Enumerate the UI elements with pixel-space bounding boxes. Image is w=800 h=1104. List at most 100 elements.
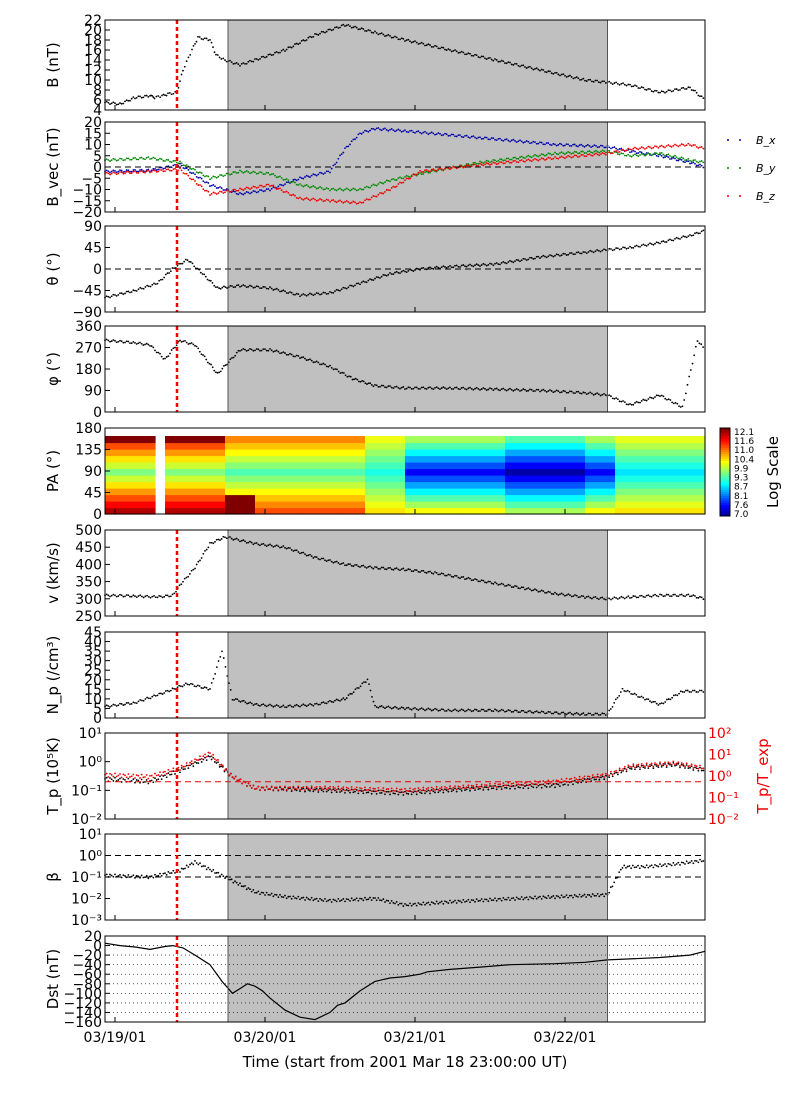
data-point xyxy=(489,709,491,711)
data-point xyxy=(214,758,216,760)
heatmap-cell xyxy=(325,482,336,489)
data-point xyxy=(312,557,314,559)
heatmap-cell xyxy=(115,501,126,508)
data-point xyxy=(138,288,140,290)
data-point xyxy=(664,156,666,158)
data-point xyxy=(702,167,704,169)
data-point xyxy=(659,145,661,147)
data-point xyxy=(121,103,123,105)
data-point xyxy=(647,867,649,869)
heatmap-cell xyxy=(405,475,416,482)
data-point xyxy=(529,588,531,590)
data-point xyxy=(506,899,508,901)
data-point xyxy=(262,286,264,288)
data-point xyxy=(554,897,556,899)
data-point xyxy=(222,764,224,766)
data-point xyxy=(494,783,496,785)
data-point xyxy=(542,895,544,897)
data-point xyxy=(601,394,603,396)
data-point xyxy=(586,252,588,254)
data-point xyxy=(598,895,600,897)
data-point xyxy=(451,790,453,792)
data-point xyxy=(462,787,464,789)
data-point xyxy=(173,592,175,594)
data-point xyxy=(131,171,133,173)
data-point xyxy=(672,760,674,762)
heatmap-cell xyxy=(185,475,196,482)
data-point xyxy=(432,788,434,790)
data-point xyxy=(486,160,488,162)
data-point xyxy=(591,714,593,716)
data-point xyxy=(356,283,358,285)
data-point xyxy=(194,685,196,687)
data-point xyxy=(464,53,466,55)
data-point xyxy=(294,179,296,181)
heatmap-cell xyxy=(365,456,376,463)
data-point xyxy=(654,90,656,92)
data-point xyxy=(517,161,519,163)
heatmap-cell xyxy=(675,469,686,476)
data-point xyxy=(501,788,503,790)
data-point xyxy=(168,272,170,274)
data-point xyxy=(481,579,483,581)
data-point xyxy=(352,565,354,567)
data-point xyxy=(284,50,286,52)
data-point xyxy=(161,158,163,160)
heatmap-cell xyxy=(375,501,386,508)
heatmap-cell xyxy=(495,462,506,469)
data-point xyxy=(454,708,456,710)
data-point xyxy=(552,593,554,595)
data-point xyxy=(592,145,594,147)
data-point xyxy=(447,167,449,169)
data-point xyxy=(471,388,473,390)
data-point xyxy=(352,188,354,190)
data-point xyxy=(282,179,284,181)
data-point xyxy=(559,152,561,154)
data-point xyxy=(586,714,588,716)
data-point xyxy=(700,343,702,345)
data-point xyxy=(316,360,318,362)
data-point xyxy=(279,188,281,190)
heatmap-cell xyxy=(485,462,496,469)
heatmap-cell xyxy=(475,495,486,502)
data-point xyxy=(237,193,239,195)
data-point xyxy=(605,599,607,601)
data-point xyxy=(324,559,326,561)
data-point xyxy=(699,690,701,692)
data-point xyxy=(336,699,338,701)
data-point xyxy=(271,705,273,707)
y-tick-label: 300 xyxy=(75,592,102,608)
data-point xyxy=(429,132,431,134)
data-point xyxy=(217,187,219,189)
data-point xyxy=(517,65,519,67)
data-point xyxy=(646,864,648,866)
heatmap-cell xyxy=(385,456,396,463)
data-point xyxy=(649,242,651,244)
data-point xyxy=(532,69,534,71)
heatmap-cell xyxy=(505,482,516,489)
data-point xyxy=(432,709,434,711)
data-point xyxy=(454,785,456,787)
data-point xyxy=(620,691,622,693)
data-point xyxy=(529,388,531,390)
data-point xyxy=(547,255,549,257)
data-point xyxy=(381,567,383,569)
data-point xyxy=(171,161,173,163)
data-point xyxy=(516,896,518,898)
data-point xyxy=(526,896,528,898)
heatmap-cell xyxy=(205,475,216,482)
data-point xyxy=(472,899,474,901)
data-point xyxy=(237,63,239,65)
data-point xyxy=(334,290,336,292)
y-tick-label: 350 xyxy=(75,575,102,591)
data-point xyxy=(516,784,518,786)
heatmap-cell xyxy=(505,495,516,502)
heatmap-cell xyxy=(675,501,686,508)
y-axis-label: θ (°) xyxy=(44,252,62,285)
data-point xyxy=(499,584,501,586)
data-point xyxy=(324,292,326,294)
data-point xyxy=(154,773,156,775)
data-point xyxy=(333,369,335,371)
heatmap-cell xyxy=(645,449,656,456)
data-point xyxy=(407,131,409,133)
